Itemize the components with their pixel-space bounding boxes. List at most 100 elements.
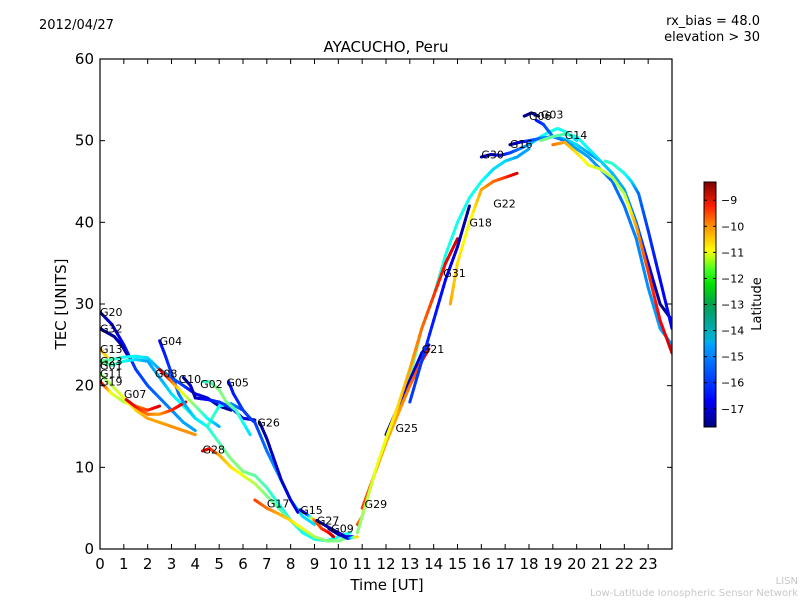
satellite-label: G26: [257, 416, 280, 429]
x-tick-label: 1: [119, 555, 129, 573]
y-tick-label: 10: [75, 458, 94, 476]
satellite-arc-g12: [551, 140, 672, 355]
chart-title: AYACUCHO, Peru: [323, 38, 449, 56]
colorbar: −9 −10 −11 −12 −13 −14 −15 −16 −17 Latitude: [703, 181, 765, 428]
satellite-label: G20: [100, 306, 123, 319]
satellite-label: G17: [267, 497, 290, 510]
satellite-label: G16: [510, 138, 533, 151]
colorbar-tick-label: −10: [721, 220, 744, 233]
x-tick-label: 9: [310, 555, 320, 573]
colorbar-tick-label: −9: [721, 194, 737, 207]
date-label: 2012/04/27: [39, 18, 114, 33]
bias-info: rx_bias = 48.0 elevation > 30: [664, 14, 760, 46]
satellite-label: G08: [155, 367, 178, 380]
x-tick-label: 7: [262, 555, 272, 573]
satellite-arc-g08: [158, 367, 221, 428]
colorbar-label: Latitude: [750, 277, 765, 331]
arc-segment: [525, 147, 531, 152]
x-tick-label: 3: [167, 555, 177, 573]
satellite-label: G09: [331, 523, 354, 536]
satellite-label: G14: [565, 129, 588, 142]
x-axis: 0 1 2 3 4 5 6 7 8 9 10 11 12 13 14 15 16 17 18 19 20 21 22 23: [95, 59, 658, 573]
satellite-label: G13: [100, 343, 123, 356]
arc-segment: [465, 204, 471, 215]
x-tick-label: 2: [143, 555, 153, 573]
arc-segment: [454, 237, 459, 245]
satellite-label: G11: [100, 367, 123, 380]
x-tick-label: 10: [329, 555, 348, 573]
satellite-label: G01: [100, 359, 123, 372]
satellite-label: G25: [396, 422, 419, 435]
satellite-label: G04: [160, 335, 183, 348]
x-tick-label: 16: [472, 555, 491, 573]
x-tick-label: 6: [238, 555, 248, 573]
arc-segment: [346, 531, 352, 535]
y-tick-label: 60: [75, 50, 94, 68]
y-axis-label: TEC [UNITS]: [52, 259, 70, 351]
arc-segment: [191, 432, 197, 437]
colorbar-tick-label: −11: [721, 246, 744, 259]
satellite-label: G29: [365, 498, 388, 511]
satellite-label: G22: [493, 198, 516, 211]
arc-segment: [247, 431, 252, 437]
satellite-arc-g06: [522, 111, 541, 118]
satellite-label: G27: [317, 514, 340, 527]
arc-segment: [215, 423, 221, 428]
satellite-arc-g15: [298, 508, 336, 539]
satellite-label: G02: [200, 378, 223, 391]
arc-segment: [311, 521, 316, 526]
satellite-label: G32: [100, 323, 123, 336]
arc-segment: [331, 534, 336, 539]
x-tick-label: 18: [519, 555, 538, 573]
y-tick-label: 20: [75, 377, 94, 395]
y-axis: 0 10 20 30 40 50 60: [75, 50, 672, 558]
satellite-arc-g13: [100, 347, 109, 359]
x-tick-label: 21: [591, 555, 610, 573]
arc-segment: [535, 114, 541, 118]
satellite-label: G03: [541, 109, 564, 122]
x-tick-label: 17: [496, 555, 515, 573]
satellite-label: G21: [422, 343, 445, 356]
satellite-label: G06: [529, 110, 552, 123]
colorbar-tick-label: −12: [721, 272, 744, 285]
arc-segment: [156, 404, 162, 409]
satellite-label: G18: [469, 216, 492, 229]
satellite-label: G19: [100, 376, 123, 389]
satellite-label: G23: [100, 355, 123, 368]
x-tick-label: 23: [639, 555, 658, 573]
satellite-arc-g30: [479, 126, 579, 159]
satellite-arcs: [100, 111, 672, 543]
arc-segment: [227, 407, 233, 412]
x-tick-label: 14: [424, 555, 443, 573]
satellite-arc-g18: [408, 204, 471, 404]
colorbar-tick-label: −13: [721, 299, 744, 312]
x-tick-label: 5: [214, 555, 224, 573]
satellite-label: G10: [179, 373, 202, 386]
satellite-label: G05: [226, 376, 249, 389]
arc-segment: [104, 354, 109, 359]
satellite-arc-g22: [448, 171, 519, 306]
x-tick-label: 13: [400, 555, 419, 573]
satellite-label: G07: [124, 388, 147, 401]
footer-lisn: LISN: [775, 576, 798, 587]
x-tick-label: 12: [376, 555, 395, 573]
x-tick-label: 19: [543, 555, 562, 573]
satellite-label: G30: [481, 149, 504, 162]
rx-bias-label: rx_bias = 48.0: [666, 14, 760, 29]
x-tick-label: 15: [448, 555, 467, 573]
colorbar-tick-label: −16: [721, 377, 744, 390]
elevation-label: elevation > 30: [664, 30, 760, 45]
satellite-label: G31: [443, 267, 466, 280]
satellite-arc-g31: [355, 237, 459, 535]
x-tick-label: 22: [615, 555, 634, 573]
satellite-label: G15: [300, 504, 323, 517]
arc-segment: [426, 347, 431, 353]
footer-network: Low-Latitude Ionospheric Sensor Network: [590, 588, 798, 599]
colorbar-ticks: −9 −10 −11 −12 −13 −14 −15 −16 −17: [704, 194, 744, 416]
x-tick-label: 0: [95, 555, 105, 573]
footer-credit: LISN Low-Latitude Ionospheric Sensor Net…: [590, 576, 798, 600]
satellite-arc-g03: [534, 118, 672, 347]
satellite-arc-g26: [258, 420, 300, 514]
satellite-arc-g32: [100, 327, 131, 359]
